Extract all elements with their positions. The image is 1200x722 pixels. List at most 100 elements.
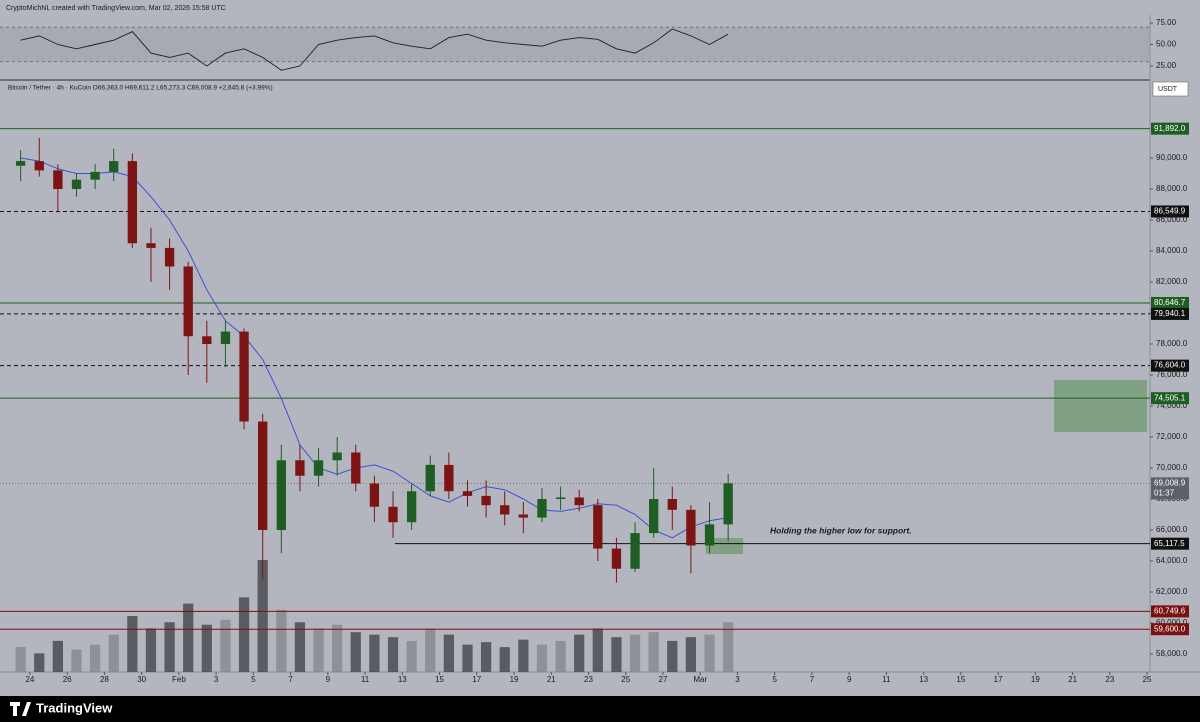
x-tick-label: 25 bbox=[621, 675, 630, 684]
x-tick-label: 15 bbox=[435, 675, 444, 684]
x-tick-label: 17 bbox=[994, 675, 1003, 684]
footer-bar bbox=[0, 696, 1200, 722]
candle-body bbox=[593, 505, 603, 549]
candle-body bbox=[239, 331, 249, 422]
level-label: 59,600.0 bbox=[1154, 624, 1186, 633]
candle-body bbox=[518, 514, 528, 518]
candle-body bbox=[220, 331, 231, 344]
last-price-box bbox=[1151, 477, 1189, 500]
candle-body bbox=[704, 524, 715, 546]
candle-body bbox=[258, 421, 268, 531]
x-tick-label: 19 bbox=[510, 675, 519, 684]
level-label: 76,604.0 bbox=[1154, 361, 1186, 370]
rsi-tick-label: 75.00 bbox=[1156, 18, 1177, 27]
zone bbox=[705, 538, 744, 554]
level-label-box bbox=[1151, 307, 1189, 320]
volume-bar bbox=[276, 609, 287, 672]
volume-bar bbox=[127, 616, 138, 672]
candle-body bbox=[611, 548, 622, 569]
volume-bar bbox=[387, 637, 399, 672]
candle-body bbox=[630, 533, 640, 569]
volume-bar bbox=[536, 644, 548, 672]
volume-bar bbox=[145, 628, 157, 672]
rsi-tick-label: 25.00 bbox=[1156, 61, 1177, 70]
candle-body bbox=[295, 460, 305, 476]
volume-bar bbox=[108, 634, 119, 672]
candle-body bbox=[71, 179, 82, 189]
volume-bar bbox=[257, 560, 268, 672]
last-price-label: 69,008.9 bbox=[1154, 478, 1186, 487]
level-label: 86,549.9 bbox=[1154, 207, 1186, 216]
volume-bar bbox=[499, 647, 510, 672]
y-tick-label: 74,000.0 bbox=[1156, 401, 1188, 410]
volume-bar bbox=[238, 597, 250, 672]
candle-body bbox=[146, 243, 156, 248]
candle-body bbox=[313, 460, 324, 476]
volume-bar bbox=[164, 622, 175, 672]
y-tick-label: 66,000.0 bbox=[1156, 525, 1188, 534]
y-tick-label: 86,000.0 bbox=[1156, 215, 1188, 224]
volume-bar bbox=[15, 647, 26, 672]
level-label-box bbox=[1151, 623, 1189, 636]
x-tick-label: 3 bbox=[214, 675, 219, 684]
candle-body bbox=[574, 497, 584, 506]
candle-body bbox=[15, 161, 26, 166]
x-tick-label: 23 bbox=[1105, 675, 1114, 684]
y-tick-label: 90,000.0 bbox=[1156, 153, 1188, 162]
rsi-tick-label: 50.00 bbox=[1156, 40, 1177, 49]
currency-box bbox=[1152, 81, 1189, 97]
footer-brand: TradingView bbox=[36, 700, 113, 715]
x-tick-label: 21 bbox=[547, 675, 556, 684]
volume-bar bbox=[201, 624, 212, 672]
x-tick-label: 11 bbox=[882, 675, 891, 684]
candle-body bbox=[183, 266, 193, 337]
volume-bar bbox=[369, 634, 380, 672]
y-tick-label: 64,000.0 bbox=[1156, 556, 1188, 565]
volume-bar bbox=[462, 644, 473, 672]
y-tick-label: 82,000.0 bbox=[1156, 277, 1188, 286]
level-label: 65,117.5 bbox=[1154, 539, 1185, 548]
x-tick-label: 5 bbox=[772, 675, 777, 684]
candle-body bbox=[53, 170, 63, 189]
y-tick-label: 88,000.0 bbox=[1156, 184, 1188, 193]
volume-bar bbox=[611, 637, 622, 672]
volume-bar bbox=[574, 634, 585, 672]
candle-body bbox=[686, 509, 696, 546]
x-tick-label: 30 bbox=[137, 675, 146, 684]
volume-bar bbox=[294, 622, 306, 672]
y-tick-label: 78,000.0 bbox=[1156, 339, 1188, 348]
volume-bar bbox=[183, 603, 194, 672]
level-label: 79,940.1 bbox=[1154, 309, 1186, 318]
rsi-line bbox=[20, 28, 729, 71]
level-label-box bbox=[1151, 392, 1189, 405]
volume-bar bbox=[629, 634, 641, 672]
x-tick-label: 19 bbox=[1031, 675, 1040, 684]
x-tick-label: 9 bbox=[847, 675, 852, 684]
candle-body bbox=[444, 464, 454, 492]
volume-bar bbox=[313, 628, 324, 672]
y-tick-label: 70,000.0 bbox=[1156, 463, 1188, 472]
candle-body bbox=[127, 161, 138, 244]
volume-bar bbox=[648, 632, 659, 672]
level-label-box bbox=[1151, 605, 1189, 618]
annotation: Holding the higher low for support. bbox=[770, 525, 912, 535]
volume-bar bbox=[52, 640, 63, 672]
x-tick-label: 15 bbox=[956, 675, 965, 684]
candle-body bbox=[164, 247, 175, 267]
x-tick-label: 27 bbox=[659, 675, 668, 684]
volume-bar bbox=[350, 632, 361, 672]
level-label: 80,646.7 bbox=[1154, 298, 1186, 307]
candle-body bbox=[332, 452, 342, 461]
candle-body bbox=[109, 161, 119, 172]
x-tick-label: 25 bbox=[1143, 675, 1152, 684]
volume-bar bbox=[34, 653, 45, 672]
x-tick-label: 11 bbox=[361, 675, 370, 684]
x-tick-label: Mar bbox=[693, 675, 707, 684]
candle-body bbox=[555, 497, 566, 500]
volume-bar bbox=[555, 640, 566, 672]
candle-body bbox=[667, 499, 677, 510]
candle-body bbox=[369, 483, 380, 507]
